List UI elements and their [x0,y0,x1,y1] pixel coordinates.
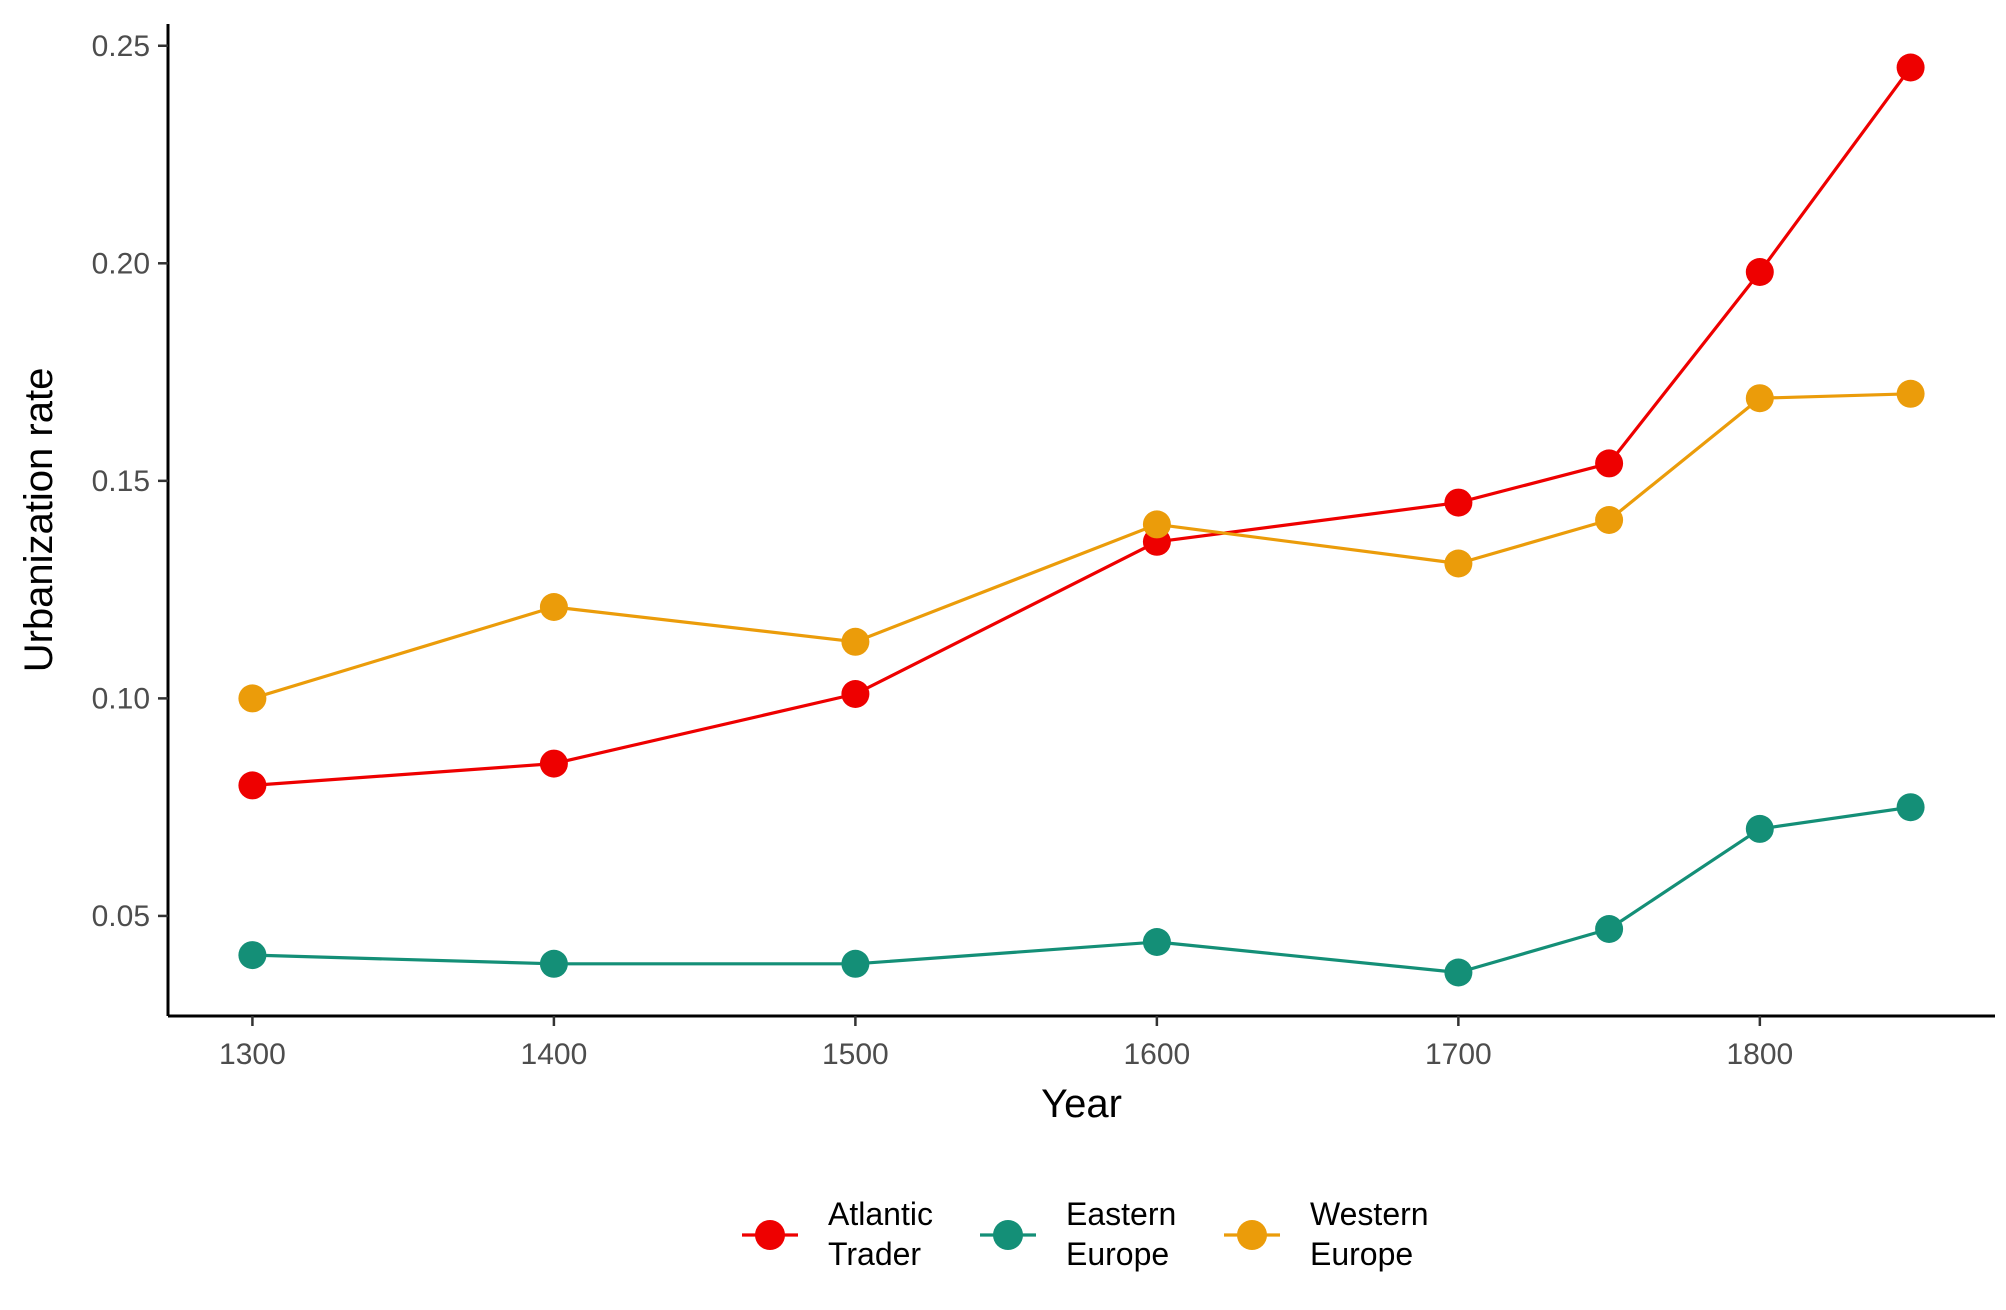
axes: 1300 1400 1500 1600 1700 1800 0.05 0.10 0.15 0.20… [92,24,1995,1071]
legend-key-point-2 [1237,1220,1267,1250]
legend-label-1-0: Eastern [1066,1196,1176,1232]
series-line-1 [250,805,1913,975]
data-point-s1-0 [238,941,267,970]
series-line-0 [250,65,1913,788]
legend-key-point-0 [755,1220,785,1250]
legend-item-2: Western Europe [1224,1196,1429,1272]
x-tick-label-5: 1800 [1726,1038,1793,1071]
x-tick-label-0: 1300 [219,1038,286,1071]
data-point-s1-6 [1745,814,1774,843]
data-point-s2-2 [841,627,870,656]
data-point-s0-0 [238,771,267,800]
data-point-s0-7 [1896,53,1925,82]
data-point-s1-1 [539,949,568,978]
legend-label-2-0: Western [1310,1196,1429,1232]
legend-item-0: Atlantic Trader [742,1196,933,1272]
series-line-2 [250,392,1913,701]
legend-label-0-0: Atlantic [828,1196,933,1232]
data-point-s2-0 [238,684,267,713]
data-point-s1-5 [1595,915,1624,943]
data-point-s2-1 [539,593,568,621]
y-axis-title: Urbanization rate [17,368,61,673]
data-point-s0-2 [841,680,870,708]
y-tick-label-4: 0.25 [92,30,150,63]
data-point-s0-5 [1595,449,1624,478]
x-tick-label-3: 1600 [1123,1038,1190,1071]
legend-label-1-1: Europe [1066,1236,1169,1272]
data-point-s0-1 [539,749,568,778]
data-point-s2-3 [1142,510,1171,539]
y-tick-label-1: 0.10 [92,682,150,715]
data-point-s2-4 [1444,549,1473,578]
x-axis-title: Year [1041,1082,1122,1126]
data-point-s1-2 [841,949,870,978]
legend-item-1: Eastern Europe [980,1196,1176,1272]
legend: Atlantic Trader Eastern Europe Western Europe [742,1196,1429,1272]
legend-label-2-1: Europe [1310,1236,1413,1272]
x-tick-label-2: 1500 [822,1038,889,1071]
data-point-s0-4 [1444,488,1473,517]
data-point-s2-7 [1896,379,1925,408]
x-tick-label-1: 1400 [521,1038,588,1071]
data-point-s2-5 [1595,506,1624,534]
data-point-s1-3 [1142,928,1171,956]
plot-area [238,53,1925,987]
x-tick-label-4: 1700 [1425,1038,1492,1071]
data-point-s2-6 [1745,384,1774,413]
data-point-s0-6 [1745,258,1774,286]
legend-label-0-1: Trader [828,1236,921,1272]
legend-key-point-1 [993,1220,1023,1250]
y-tick-label-0: 0.05 [92,900,150,933]
y-tick-label-2: 0.15 [92,465,150,498]
data-point-s1-7 [1896,793,1925,822]
data-point-s1-4 [1444,958,1473,987]
y-tick-label-3: 0.20 [92,247,150,280]
